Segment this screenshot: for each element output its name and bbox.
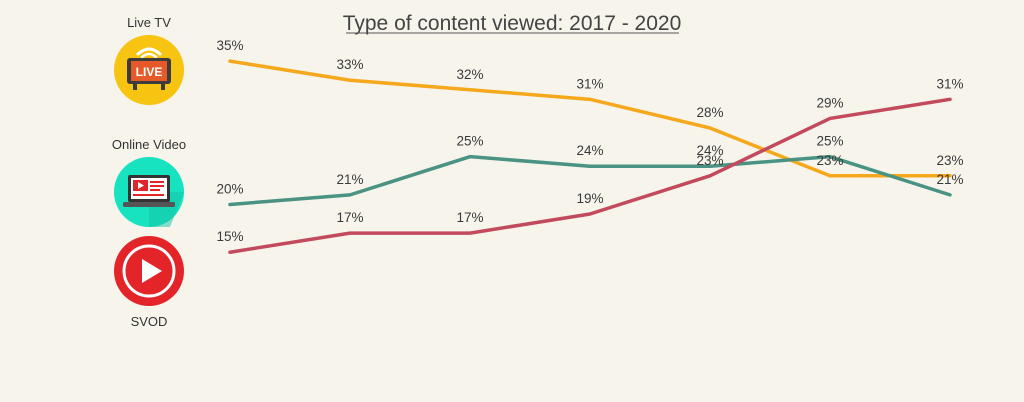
data-label-online-video-3: 24% — [576, 143, 603, 158]
data-label-live-tv-3: 31% — [576, 76, 603, 91]
data-label-online-video-4: 24% — [696, 143, 723, 158]
data-label-svod-6: 31% — [936, 76, 963, 91]
data-label-online-video-2: 25% — [456, 134, 483, 149]
data-label-online-video-1: 21% — [336, 172, 363, 187]
series-line-svod — [228, 97, 952, 254]
live-tv-icon-text: LIVE — [136, 65, 163, 79]
data-label-svod-5: 29% — [816, 95, 843, 110]
data-label-online-video-0: 20% — [216, 181, 243, 196]
data-label-live-tv-2: 32% — [456, 67, 483, 82]
data-label-live-tv-4: 28% — [696, 105, 723, 120]
data-label-svod-0: 15% — [216, 229, 243, 244]
series-layer — [228, 59, 952, 254]
legend-label-live-tv: Live TV — [127, 15, 171, 30]
legend-label-svod: SVOD — [131, 314, 168, 329]
data-label-live-tv-6: 23% — [936, 153, 963, 168]
svod-play-icon — [114, 236, 184, 306]
live-tv-icon: LIVE — [114, 35, 184, 105]
data-label-online-video-6: 21% — [936, 172, 963, 187]
data-label-online-video-5: 25% — [816, 134, 843, 149]
data-label-live-tv-5: 23% — [816, 153, 843, 168]
series-line-live-tv — [228, 59, 952, 178]
online-video-icon — [114, 157, 184, 227]
series-line-online-video — [228, 154, 952, 207]
data-label-live-tv-1: 33% — [336, 57, 363, 72]
legend-label-online-video: Online Video — [112, 137, 186, 152]
data-label-live-tv-0: 35% — [216, 38, 243, 53]
data-label-svod-2: 17% — [456, 210, 483, 225]
data-label-svod-3: 19% — [576, 191, 603, 206]
chart-title: Type of content viewed: 2017 - 2020 — [343, 12, 682, 35]
data-label-svod-1: 17% — [336, 210, 363, 225]
data-label-svod-4: 23% — [696, 153, 723, 168]
data-label-layer: 35% 33% 32% 31% 28% 23% 23% 20% 21% 25% 24% 24% 25% 2… — [216, 38, 963, 244]
